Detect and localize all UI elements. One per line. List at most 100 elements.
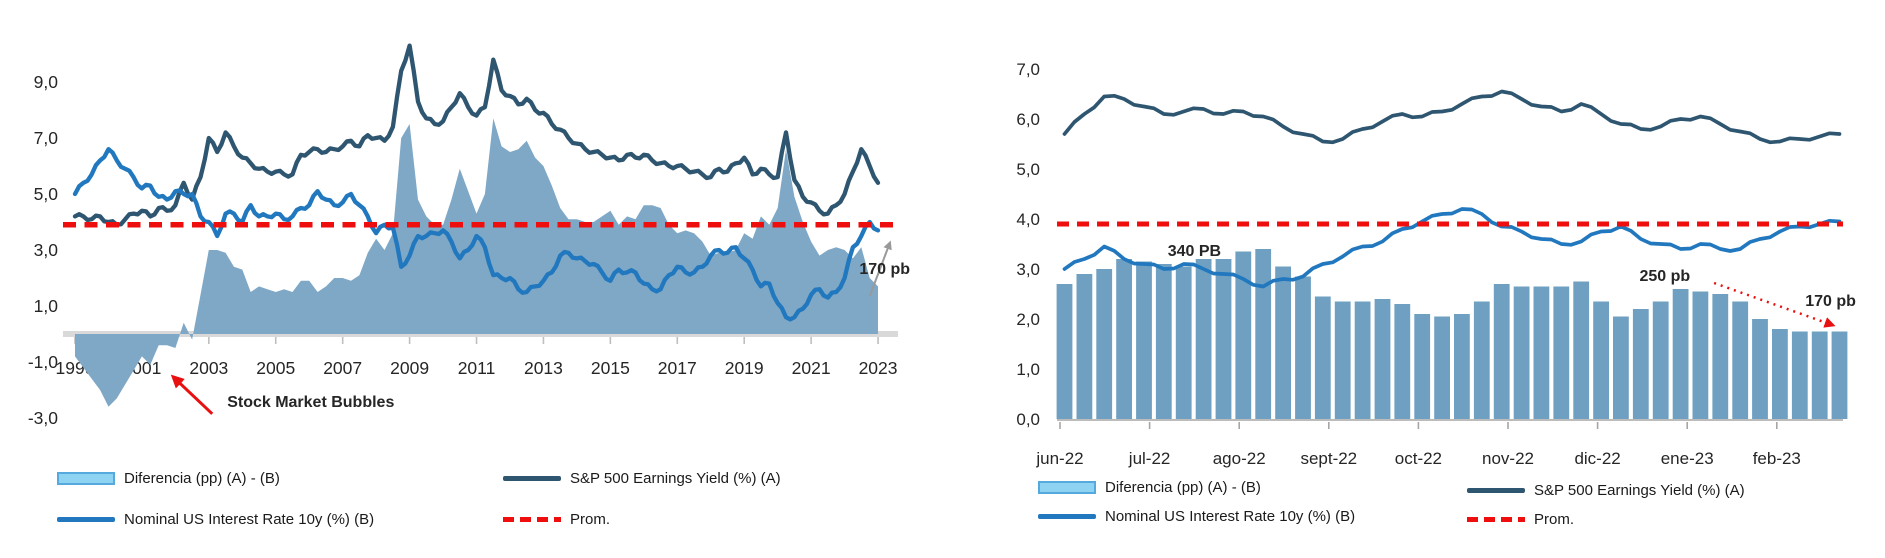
x-tick-label: 2023 [859, 358, 898, 378]
legend-nominal-rate-left: Nominal US Interest Rate 10y (%) (B) [57, 511, 374, 528]
x-tick-label: ago-22 [1213, 449, 1266, 468]
diff-bar [1613, 316, 1629, 419]
x-tick-label: 2017 [658, 358, 697, 378]
x-tick-label: nov-22 [1482, 449, 1534, 468]
diff-bar [1533, 286, 1550, 419]
annotation-stock-market-bubbles: Stock Market Bubbles [227, 393, 395, 411]
diff-bar [1473, 301, 1490, 419]
legend-diferencia-left: Diferencia (pp) (A) - (B) [57, 470, 280, 487]
x-tick-label: 2009 [390, 358, 429, 378]
earnings-yield-line-swatch-icon [1467, 488, 1525, 493]
diff-bar [1394, 304, 1411, 419]
legend-label: Nominal US Interest Rate 10y (%) (B) [124, 511, 375, 528]
nominal-rate-line [72, 147, 881, 322]
diff-bar [1791, 331, 1808, 419]
y-tick-label: 1,0 [1016, 360, 1040, 379]
diff-bar [1434, 316, 1450, 419]
x-tick-label: 2015 [591, 358, 630, 378]
legend-label: Prom. [1534, 511, 1575, 528]
diff-bar [1553, 286, 1570, 419]
annotation-arrow-icon [868, 240, 892, 297]
x-tick-label: sept-22 [1300, 449, 1357, 468]
diferencia-swatch-icon [1038, 481, 1096, 494]
diff-bar [1295, 276, 1311, 419]
diff-bar [1712, 294, 1729, 419]
diff-bar [1772, 329, 1788, 419]
rate-line-swatch-icon [1038, 514, 1096, 519]
earnings-yield-line [72, 43, 881, 227]
diff-bar [1136, 261, 1152, 419]
x-tick-label: 2007 [323, 358, 362, 378]
annotation-170pb-left: 170 pb [859, 260, 911, 278]
diff-bar [1354, 301, 1371, 419]
legend-label: Diferencia (pp) (A) - (B) [124, 470, 280, 487]
prom-dashed-swatch-icon [503, 517, 561, 522]
diferencia-swatch-icon [57, 472, 115, 485]
diff-bar [1275, 266, 1291, 419]
y-tick-label: 1,0 [34, 296, 59, 316]
diff-bar [1752, 319, 1768, 419]
legend-label: S&P 500 Earnings Yield (%) (A) [1534, 482, 1745, 499]
diff-bar [1454, 314, 1470, 419]
y-tick-label: 4,0 [1016, 210, 1040, 229]
x-tick-label: feb-23 [1753, 449, 1801, 468]
x-tick-label: oct-22 [1395, 449, 1442, 468]
y-tick-label: 3,0 [1016, 260, 1040, 279]
y-tick-label: 2,0 [1016, 310, 1040, 329]
x-tick-label: 2003 [189, 358, 228, 378]
diff-bar [1732, 301, 1749, 419]
legend-nominal-rate-right: Nominal US Interest Rate 10y (%) (B) [1038, 508, 1355, 525]
legend-label: S&P 500 Earnings Yield (%) (A) [570, 470, 781, 487]
diff-bar [1076, 274, 1093, 419]
legend-label: Nominal US Interest Rate 10y (%) (B) [1105, 508, 1356, 525]
y-tick-label: -3,0 [28, 408, 58, 428]
y-tick-label: 7,0 [34, 128, 59, 148]
diff-bar [1195, 259, 1212, 419]
y-tick-label: 5,0 [34, 184, 59, 204]
diff-bar [1811, 331, 1828, 419]
chart-right-jun22-feb23: jun-22 jul-22 ago-22 sept-22 oct-22 nov-22 dic… [960, 0, 1885, 558]
diff-bar [1175, 266, 1192, 419]
rate-line-swatch-icon [57, 517, 115, 522]
prom-dashed-swatch-icon [1467, 517, 1525, 522]
x-tick-label: jul-22 [1128, 449, 1171, 468]
diff-bar [1235, 251, 1252, 419]
legend-earnings-yield-right: S&P 500 Earnings Yield (%) (A) [1467, 482, 1745, 499]
y-tick-label: 6,0 [1016, 110, 1040, 129]
chart-left-1999-2023: 1999 2001 2003 2005 2007 2009 2011 2013 2015 2017… [28, 43, 911, 528]
x-tick-label: jun-22 [1035, 449, 1083, 468]
legend-diferencia-right: Diferencia (pp) (A) - (B) [1038, 479, 1261, 496]
right-chart-canvas: jun-22 jul-22 ago-22 sept-22 oct-22 nov-22 dic… [1016, 60, 1848, 468]
diff-bar [1672, 289, 1689, 419]
diff-bar [1155, 264, 1172, 419]
y-tick-label: 0,0 [1016, 410, 1040, 429]
annotation-170pb-right: 170 pb [1805, 292, 1856, 310]
legend-prom-right: Prom. [1467, 511, 1574, 528]
x-tick-label: 2005 [256, 358, 295, 378]
x-tick-label: 2011 [458, 358, 496, 378]
y-tick-label: 9,0 [34, 72, 59, 92]
legend-prom-left: Prom. [503, 511, 610, 528]
x-tick-label: dic-22 [1574, 449, 1620, 468]
y-tick-label: 5,0 [1016, 160, 1040, 179]
diff-bar [1493, 284, 1510, 419]
x-tick-label: 2021 [792, 358, 831, 378]
x-tick-label: ene-23 [1661, 449, 1714, 468]
x-tick-label: 2019 [725, 358, 764, 378]
diff-bar [1414, 314, 1431, 419]
diff-bar [1314, 296, 1331, 419]
x-tick-label: 2013 [524, 358, 563, 378]
annotation-340pb: 340 PB [1167, 242, 1222, 260]
diff-bar [1255, 249, 1272, 419]
legend-label: Prom. [570, 511, 611, 528]
earnings-yield-line [1062, 89, 1842, 145]
nominal-rate-line [1062, 207, 1842, 289]
earnings-yield-line-swatch-icon [503, 476, 561, 481]
annotation-arrow-icon [170, 374, 214, 415]
legend-earnings-yield-left: S&P 500 Earnings Yield (%) (A) [503, 470, 781, 487]
left-chart-canvas: 1999 2001 2003 2005 2007 2009 2011 2013 2015 2017… [28, 43, 898, 428]
diff-bar [1831, 331, 1848, 419]
diff-bar [1215, 259, 1232, 419]
diff-bar [1632, 309, 1649, 419]
y-tick-label: 3,0 [34, 240, 59, 260]
